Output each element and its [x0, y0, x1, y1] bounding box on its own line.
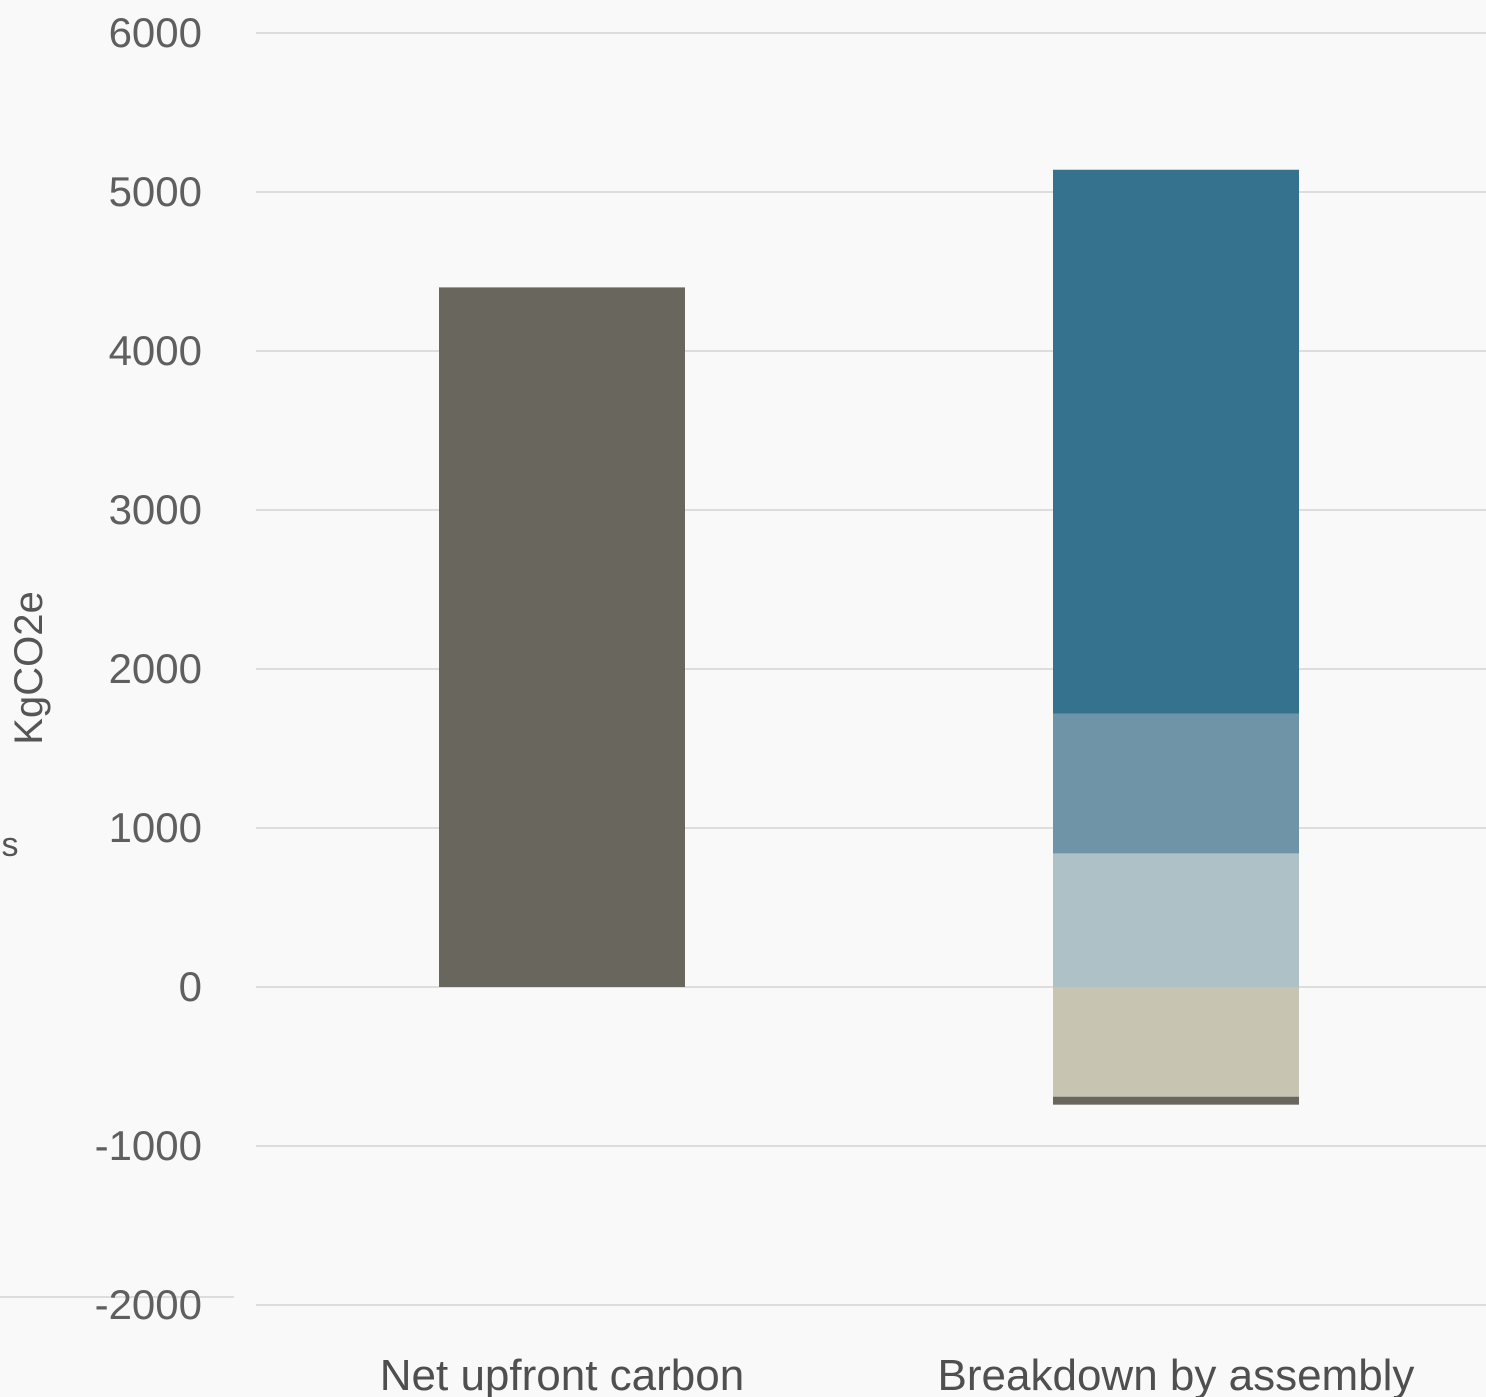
- bar-segment: [1053, 853, 1299, 987]
- y-axis-title: KgCO2e: [7, 591, 51, 744]
- y-axis-tick-labels: 6000 5000 4000 3000 2000 1000 0 -1000 -2000: [95, 9, 202, 1328]
- y-tick-label: 3000: [109, 486, 202, 533]
- y-tick-label: 5000: [109, 168, 202, 215]
- y-tick-label: 4000: [109, 327, 202, 374]
- y-tick-label: 1000: [109, 804, 202, 851]
- y-tick-label: -1000: [95, 1122, 202, 1169]
- y-tick-label: 6000: [109, 9, 202, 56]
- x-category-label: Breakdown by assembly: [938, 1351, 1415, 1397]
- x-axis-category-labels: Net upfront carbon Breakdown by assembly: [380, 1351, 1415, 1397]
- y-tick-label: 2000: [109, 645, 202, 692]
- y-tick-label: 0: [179, 963, 202, 1010]
- bar-segment: [439, 287, 685, 987]
- bar-segment: [1053, 1096, 1299, 1105]
- bar-segment: [1053, 169, 1299, 714]
- bar-segment: [1053, 987, 1299, 1097]
- y-tick-label: -2000: [95, 1281, 202, 1328]
- bars: [439, 169, 1299, 1105]
- bar-segment: [1053, 713, 1299, 854]
- x-category-label: Net upfront carbon: [380, 1351, 744, 1397]
- clipped-legend-text: ls: [0, 826, 19, 864]
